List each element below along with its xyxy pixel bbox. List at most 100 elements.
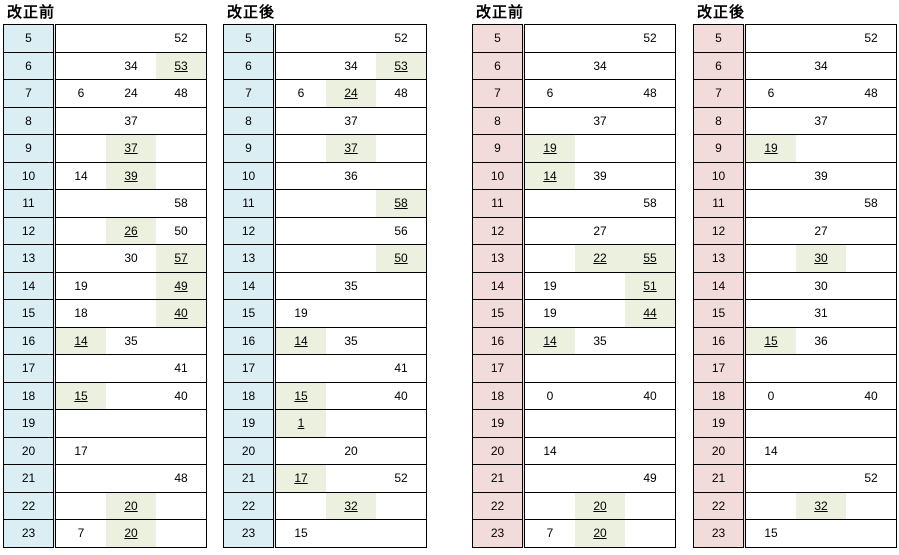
- hour-cell: 13: [3, 244, 56, 273]
- hour-cell: 20: [3, 436, 56, 465]
- minute-cell: [156, 519, 207, 548]
- table-row: 23 15: [223, 519, 427, 548]
- minute-cell: 36: [326, 161, 376, 190]
- table-row: 8 37: [693, 106, 897, 135]
- table-row: 10 36: [223, 161, 427, 190]
- hour-cell: 18: [223, 381, 276, 410]
- hour-cell: 18: [472, 381, 525, 410]
- hour-cell: 10: [3, 161, 56, 190]
- minute-cell: [744, 24, 796, 53]
- minute-cell: 22: [575, 244, 625, 273]
- minute-cell: 50: [376, 244, 427, 273]
- minute-cell: [744, 51, 796, 80]
- hour-cell: 9: [223, 134, 276, 163]
- timetable-grid: 5 52 6 34 53 7 6 24 48 8 37 9 37 10 36 11 58 12 56 13 50 14 35…: [223, 24, 427, 548]
- table-row: 20 14: [693, 436, 897, 465]
- hour-cell: 21: [472, 464, 525, 493]
- minute-cell: 39: [575, 161, 625, 190]
- minute-cell: 30: [796, 271, 846, 300]
- minute-cell: [156, 134, 207, 163]
- timetable-3: 改正前 5 52 6 34 7 6 48 8 37 9 19 10 14 39 11 58 12 27 13 22 55…: [472, 0, 676, 548]
- minute-cell: 14: [274, 326, 326, 355]
- minute-cell: 49: [156, 271, 207, 300]
- minute-cell: [846, 299, 897, 328]
- minute-cell: [523, 216, 575, 245]
- minute-cell: 48: [156, 464, 207, 493]
- minute-cell: 24: [106, 79, 156, 108]
- minute-cell: [744, 161, 796, 190]
- minute-cell: 37: [796, 106, 846, 135]
- hour-cell: 16: [223, 326, 276, 355]
- minute-cell: [575, 299, 625, 328]
- hour-cell: 21: [693, 464, 746, 493]
- minute-cell: 20: [575, 491, 625, 520]
- minute-cell: [846, 244, 897, 273]
- hour-cell: 10: [223, 161, 276, 190]
- hour-cell: 22: [693, 491, 746, 520]
- table-row: 10 39: [693, 161, 897, 190]
- minute-cell: [846, 354, 897, 383]
- table-row: 18 0 40: [472, 381, 676, 410]
- minute-cell: [744, 271, 796, 300]
- minute-cell: [575, 354, 625, 383]
- minute-cell: 52: [376, 24, 427, 53]
- minute-cell: 36: [796, 326, 846, 355]
- table-row: 8 37: [472, 106, 676, 135]
- hour-cell: 5: [3, 24, 56, 53]
- hour-cell: 7: [3, 79, 56, 108]
- table-row: 10 14 39: [3, 161, 207, 190]
- table-row: 15 18 40: [3, 299, 207, 328]
- table-row: 8 37: [223, 106, 427, 135]
- hour-cell: 14: [3, 271, 56, 300]
- minute-cell: 34: [106, 51, 156, 80]
- minute-cell: [326, 244, 376, 273]
- minute-cell: [744, 189, 796, 218]
- minute-cell: 14: [54, 326, 106, 355]
- table-row: 18 15 40: [3, 381, 207, 410]
- minute-cell: 40: [376, 381, 427, 410]
- table-row: 19: [693, 409, 897, 438]
- minute-cell: [523, 464, 575, 493]
- minute-cell: 32: [326, 491, 376, 520]
- table-row: 12 27: [693, 216, 897, 245]
- minute-cell: [156, 161, 207, 190]
- hour-cell: 13: [223, 244, 276, 273]
- hour-cell: 17: [223, 354, 276, 383]
- minute-cell: [326, 381, 376, 410]
- table-row: 7 6 48: [472, 79, 676, 108]
- minute-cell: [796, 354, 846, 383]
- table-row: 19 1: [223, 409, 427, 438]
- minute-cell: 58: [156, 189, 207, 218]
- hour-cell: 17: [3, 354, 56, 383]
- minute-cell: 0: [523, 381, 575, 410]
- minute-cell: 56: [376, 216, 427, 245]
- minute-cell: 35: [575, 326, 625, 355]
- minute-cell: 26: [106, 216, 156, 245]
- minute-cell: 48: [156, 79, 207, 108]
- hour-cell: 22: [223, 491, 276, 520]
- minute-cell: 14: [523, 436, 575, 465]
- minute-cell: [156, 491, 207, 520]
- minute-cell: 20: [575, 519, 625, 548]
- hour-cell: 8: [223, 106, 276, 135]
- minute-cell: [106, 299, 156, 328]
- hour-cell: 9: [693, 134, 746, 163]
- hour-cell: 6: [693, 51, 746, 80]
- table-row: 12 27: [472, 216, 676, 245]
- table-row: 19: [3, 409, 207, 438]
- hour-cell: 9: [3, 134, 56, 163]
- timetable-grid: 5 52 6 34 53 7 6 24 48 8 37 9 37 10 14 39 11 58 12 26 50 13 30…: [3, 24, 207, 548]
- hour-cell: 19: [693, 409, 746, 438]
- minute-cell: [846, 436, 897, 465]
- minute-cell: [575, 436, 625, 465]
- minute-cell: [376, 409, 427, 438]
- hour-cell: 5: [693, 24, 746, 53]
- minute-cell: 7: [54, 519, 106, 548]
- table-row: 21 48: [3, 464, 207, 493]
- minute-cell: [846, 51, 897, 80]
- minute-cell: [625, 106, 676, 135]
- minute-cell: 19: [523, 271, 575, 300]
- timetable-1: 改正前 5 52 6 34 53 7 6 24 48 8 37 9 37 10 14 39 11 58 12 26 50…: [3, 0, 207, 548]
- minute-cell: [376, 299, 427, 328]
- minute-cell: [326, 354, 376, 383]
